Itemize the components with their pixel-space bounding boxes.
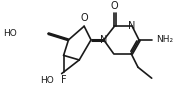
Text: HO: HO [3,29,17,38]
Text: N: N [100,35,107,45]
Text: F: F [61,75,66,85]
Text: N: N [129,21,136,31]
Text: NH₂: NH₂ [157,35,174,44]
Text: O: O [80,13,88,23]
Text: O: O [111,1,118,11]
Text: HO: HO [40,76,54,85]
